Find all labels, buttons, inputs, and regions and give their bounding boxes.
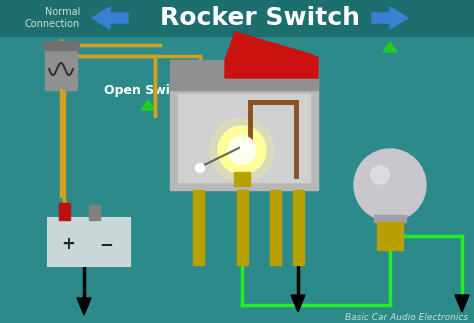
Bar <box>270 190 281 265</box>
Circle shape <box>228 136 256 164</box>
Circle shape <box>210 118 274 182</box>
Bar <box>43 41 79 50</box>
Text: −: − <box>99 235 113 253</box>
Polygon shape <box>291 295 305 312</box>
Text: +: + <box>61 235 75 253</box>
Bar <box>0 0 474 36</box>
Bar <box>48 218 130 266</box>
Bar <box>237 190 248 265</box>
Bar <box>293 190 304 265</box>
Bar <box>89 205 100 220</box>
Text: Open Switch: Open Switch <box>104 84 192 97</box>
Bar <box>178 94 310 182</box>
Polygon shape <box>372 7 408 29</box>
Text: Normal
Connection: Normal Connection <box>25 7 80 29</box>
Bar <box>193 190 204 265</box>
Bar <box>377 222 403 250</box>
Polygon shape <box>225 32 318 60</box>
Bar <box>170 82 318 190</box>
Bar <box>59 203 70 220</box>
Circle shape <box>354 149 426 221</box>
Polygon shape <box>92 7 128 29</box>
Bar <box>374 215 406 222</box>
Polygon shape <box>141 100 155 110</box>
Text: Basic Car Audio Electronics: Basic Car Audio Electronics <box>345 312 468 321</box>
Bar <box>170 60 318 90</box>
Circle shape <box>371 166 389 184</box>
Circle shape <box>218 126 266 174</box>
Bar <box>234 172 250 186</box>
Polygon shape <box>455 295 469 312</box>
Polygon shape <box>77 298 91 315</box>
Circle shape <box>240 143 249 152</box>
Polygon shape <box>383 42 397 52</box>
Circle shape <box>195 163 204 172</box>
Polygon shape <box>225 57 318 78</box>
Text: Rocker Switch: Rocker Switch <box>160 6 360 30</box>
Bar <box>45 48 77 90</box>
